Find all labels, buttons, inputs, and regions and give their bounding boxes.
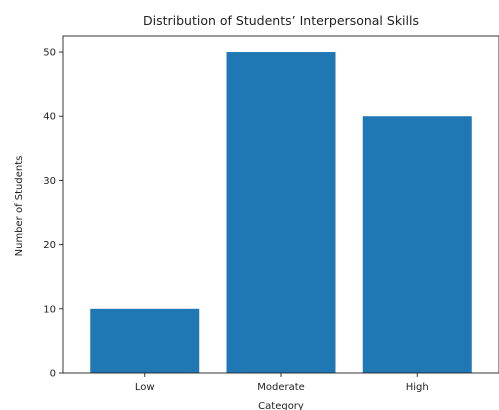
x-axis-label: Category <box>258 401 304 410</box>
x-tick-label: High <box>406 382 429 393</box>
y-tick-label: 0 <box>50 369 56 380</box>
y-axis-label: Number of Students <box>14 156 25 257</box>
x-axis-ticks: Low Moderate High <box>135 373 429 393</box>
bars-group <box>90 52 472 374</box>
bar-moderate <box>226 52 336 374</box>
plot-frame <box>62 35 499 374</box>
y-tick-label: 50 <box>43 48 56 59</box>
x-tick-label: Moderate <box>257 382 305 393</box>
y-tick-label: 20 <box>43 240 56 251</box>
chart-title: Distribution of Students’ Interpersonal … <box>143 13 419 28</box>
y-tick-label: 40 <box>43 112 56 123</box>
y-tick-label: 10 <box>43 304 56 315</box>
x-tick-label: Low <box>135 382 155 393</box>
y-axis-ticks: 0 10 20 30 40 50 <box>43 48 63 380</box>
bar-low <box>90 308 200 373</box>
bar-high <box>362 116 472 373</box>
y-tick-label: 30 <box>43 176 56 187</box>
